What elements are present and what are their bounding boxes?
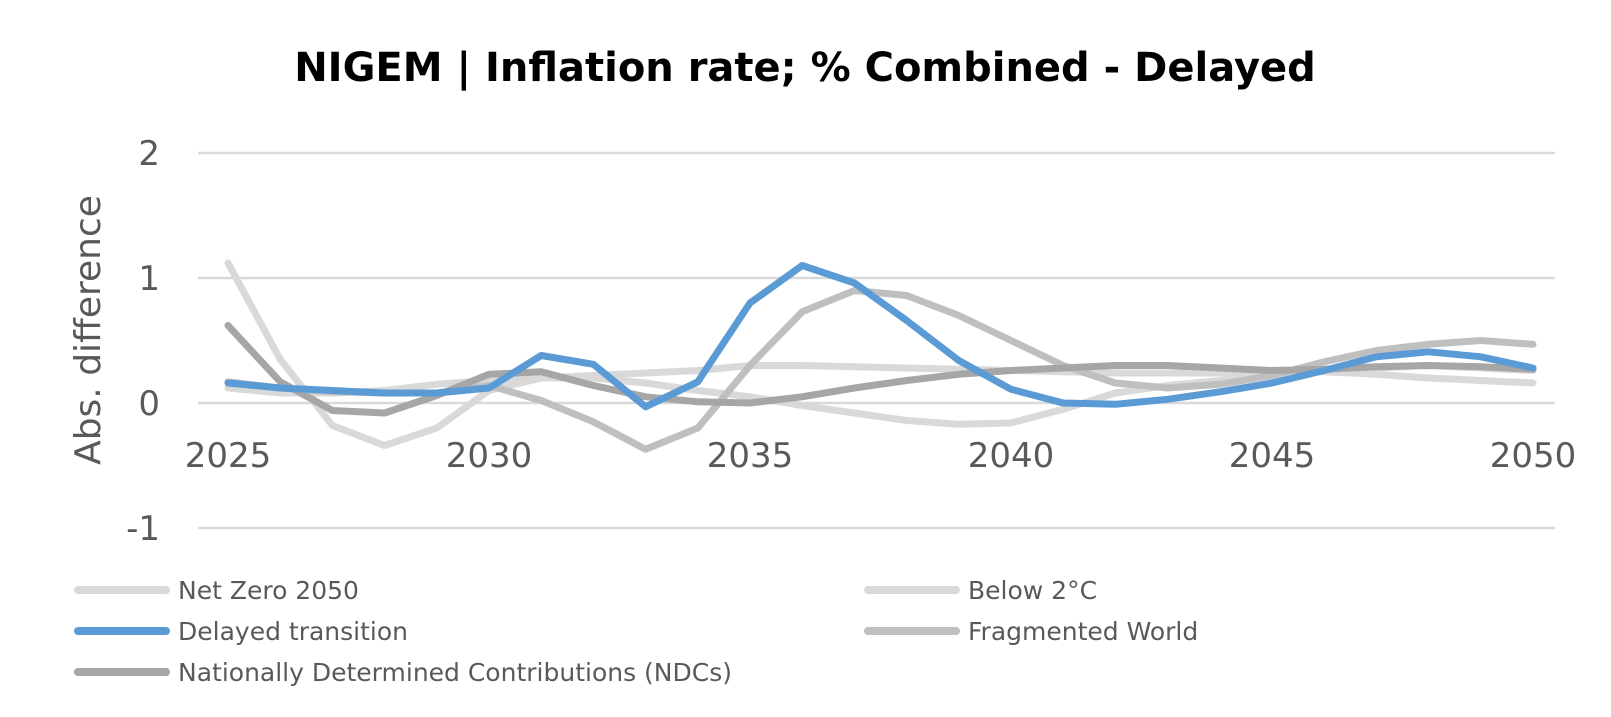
series-line-2: [224, 262, 1537, 411]
y-axis-label: Abs. difference: [68, 195, 109, 465]
x-tick-label: 2040: [968, 436, 1055, 476]
y-tick-label: 0: [138, 384, 160, 424]
y-tick-label: 2: [138, 134, 160, 174]
x-tick-label: 2050: [1490, 436, 1577, 476]
x-axis-ticks: 2025 2030 2035 2040 2045 2050: [185, 436, 1577, 476]
y-tick-label: 1: [138, 259, 160, 299]
x-tick-label: 2045: [1229, 436, 1316, 476]
x-tick-label: 2030: [446, 436, 533, 476]
y-axis-ticks: 2 1 0 -1: [126, 134, 160, 549]
gridlines: [198, 151, 1555, 530]
series-lines: [224, 259, 1537, 453]
x-tick-label: 2035: [707, 436, 794, 476]
legend: Net Zero 2050 Below 2°C Delayed transition…: [74, 576, 1198, 687]
y-tick-label: -1: [126, 509, 160, 549]
legend-label: Delayed transition: [178, 617, 408, 646]
x-tick-label: 2025: [185, 436, 272, 476]
legend-label: Nationally Determined Contributions (NDC…: [178, 658, 732, 687]
legend-label: Below 2°C: [968, 576, 1097, 605]
chart-title: NIGEM | Inflation rate; % Combined - Del…: [294, 45, 1316, 92]
legend-label: Net Zero 2050: [178, 576, 359, 605]
legend-label: Fragmented World: [968, 617, 1198, 646]
